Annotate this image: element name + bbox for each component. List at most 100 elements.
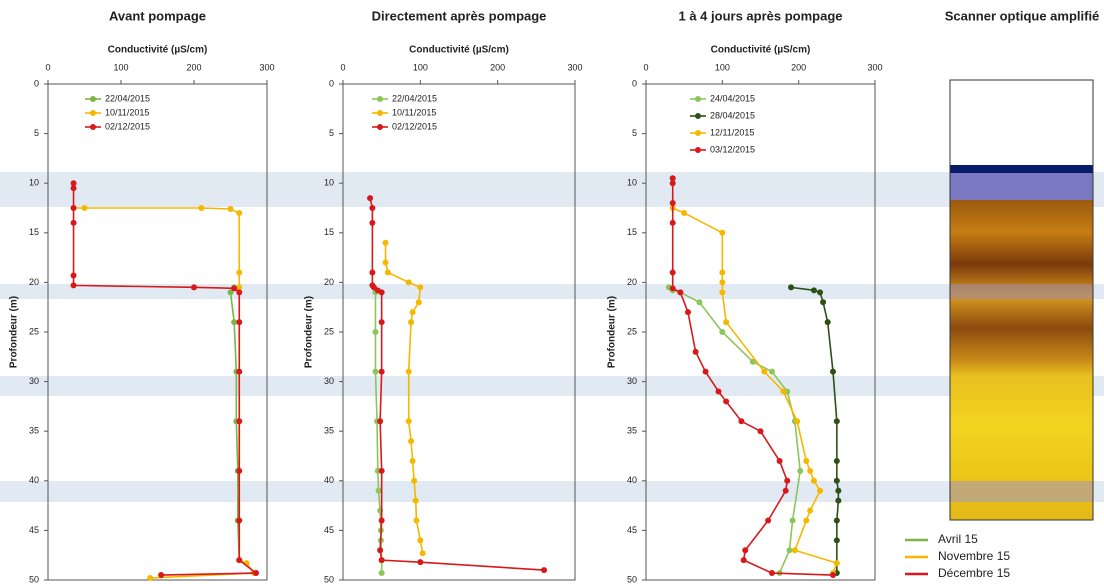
y-tick-label: 10 (324, 178, 334, 188)
profile-point (236, 209, 243, 216)
y-tick-label: 15 (324, 227, 334, 237)
profile-point (788, 284, 795, 291)
profile-line (229, 286, 241, 561)
profile-point (253, 570, 260, 577)
profile-point (810, 477, 817, 484)
profile-point (378, 570, 385, 577)
profile-point (835, 497, 842, 504)
profile-point (236, 269, 243, 276)
profile-point (669, 180, 676, 187)
y-tick-label: 20 (627, 277, 637, 287)
legend-label: 10/11/2015 (105, 107, 149, 117)
profile-point (70, 219, 77, 226)
profile-point (372, 368, 379, 375)
x-tick-label: 300 (259, 62, 274, 72)
legend-label: 22/04/2015 (392, 93, 437, 103)
profile-point (757, 428, 764, 435)
legend-label: Décembre 15 (938, 566, 1010, 580)
y-tick-label: 30 (324, 376, 334, 386)
profile-point (803, 457, 810, 464)
charts: Avant pompage Conductivité (µS/cm) Profond… (9, 8, 883, 584)
legend-marker (377, 124, 383, 130)
legend-label: 28/04/2015 (710, 110, 755, 120)
y-tick-label: 0 (34, 78, 39, 88)
profile-point (768, 368, 775, 375)
profile-point (227, 205, 234, 212)
x-tick-label: 0 (45, 62, 50, 72)
y-tick-label: 10 (627, 178, 637, 188)
legend-label: Avril 15 (938, 532, 978, 546)
y-tick-label: 35 (324, 426, 334, 436)
profile-point (830, 368, 837, 375)
profile-point (719, 329, 726, 335)
profile-point (231, 285, 238, 292)
profile-point (378, 557, 385, 564)
profile-point (378, 319, 385, 326)
profile-point (382, 239, 389, 246)
profile-point (405, 368, 412, 375)
profile-point (833, 560, 840, 567)
profile-point (791, 547, 798, 554)
y-tick-label: 50 (324, 574, 334, 584)
y-tick-label: 35 (627, 426, 637, 436)
profile-point (70, 272, 77, 279)
plot-frame (645, 83, 876, 581)
profile-point (369, 269, 376, 276)
x-axis-title: Conductivité (µS/cm) (409, 45, 509, 56)
profile-point (702, 368, 709, 375)
y-tick-label: 25 (324, 326, 334, 336)
profile-point (236, 557, 243, 564)
profile-point (236, 467, 243, 474)
scanner-title: Scanner optique amplifié (945, 8, 1100, 23)
profile-point (696, 299, 703, 306)
profile-point (669, 285, 676, 292)
profile-point (807, 507, 814, 514)
profile-point (719, 279, 726, 286)
y-tick-label: 45 (29, 525, 39, 535)
y-tick-label: 25 (29, 326, 39, 336)
profile-point (833, 457, 840, 464)
profile-point (692, 348, 699, 355)
profile-point (780, 388, 787, 395)
profile-point (236, 289, 243, 296)
y-tick-label: 0 (329, 78, 334, 88)
x-tick-label: 100 (715, 62, 730, 72)
profile-point (412, 497, 419, 504)
legend-marker (377, 96, 383, 102)
profile-point (794, 418, 801, 425)
y-tick-label: 15 (627, 227, 637, 237)
profile-point (375, 487, 382, 494)
x-tick-label: 100 (113, 62, 128, 72)
chart-title: Avant pompage (109, 8, 206, 23)
profile-point (817, 289, 824, 296)
profile-point (833, 537, 840, 544)
y-tick-label: 30 (627, 376, 637, 386)
legend-label: 24/04/2015 (710, 93, 755, 103)
profile-point (820, 299, 827, 306)
profile-point (807, 467, 814, 474)
y-tick-label: 5 (329, 128, 334, 138)
profile-point (803, 517, 810, 524)
profile-point (377, 418, 384, 425)
profile-point (669, 219, 676, 226)
chart-title: 1 à 4 jours après pompage (678, 8, 842, 23)
legend-marker (695, 147, 701, 153)
profile-point (797, 467, 804, 474)
profile-point (541, 567, 548, 574)
profile-point (236, 284, 243, 291)
profile-point (409, 309, 416, 316)
profile-point (198, 205, 205, 211)
x-tick-label: 0 (643, 62, 648, 72)
profile-point (669, 200, 676, 207)
profile-point (723, 398, 730, 405)
y-tick-label: 5 (632, 128, 637, 138)
y-tick-label: 50 (29, 574, 39, 584)
profile-point (830, 572, 837, 579)
profile-point (405, 279, 412, 286)
legend-marker (90, 110, 96, 116)
profile-point (411, 477, 418, 484)
x-axis-title: Conductivité (µS/cm) (711, 45, 811, 56)
profile-point (833, 418, 840, 425)
profile-point (835, 487, 842, 494)
scanner-image (949, 79, 1094, 521)
